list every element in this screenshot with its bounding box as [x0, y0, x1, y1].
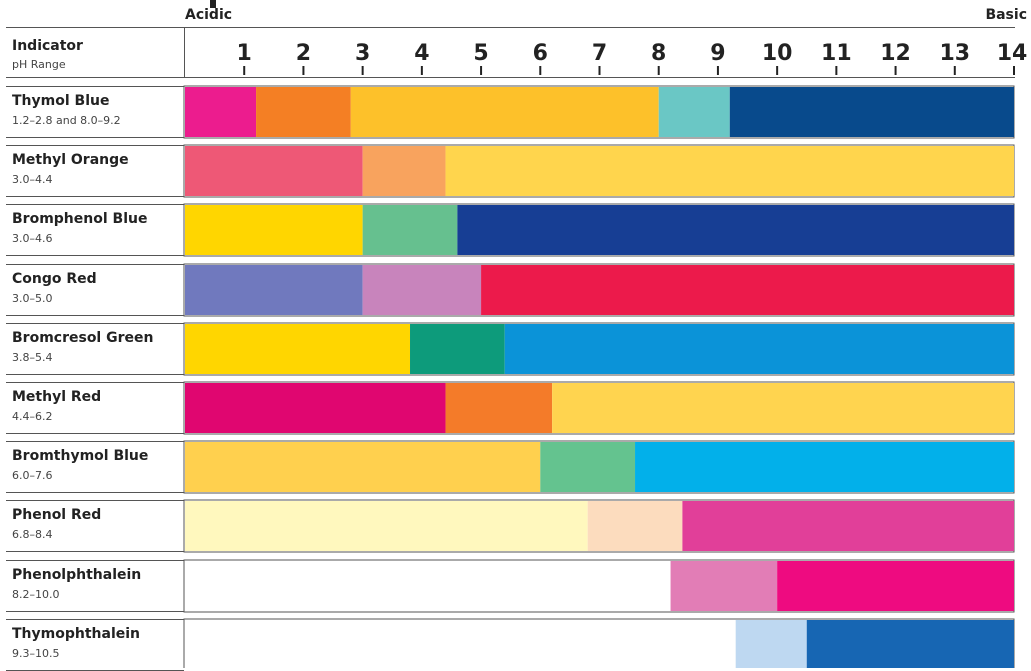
segment-bromcresol-green-2 [504, 324, 1014, 374]
segment-phenolphthalein-2 [777, 561, 1014, 611]
header-subtitle: pH Range [12, 58, 66, 71]
indicator-row-label: Bromcresol Green 3.8–5.4 [6, 323, 184, 375]
indicator-row-label: Methyl Red 4.4–6.2 [6, 382, 184, 434]
segment-thymophthalein-1 [735, 620, 807, 668]
tick-label-5: 5 [473, 41, 488, 66]
tick-label-13: 13 [939, 41, 970, 66]
segment-bromthymol-blue-1 [540, 442, 636, 492]
indicator-row-label: Bromthymol Blue 6.0–7.6 [6, 441, 184, 493]
segment-phenolphthalein-0 [185, 561, 671, 611]
indicator-name: Bromthymol Blue [12, 448, 149, 464]
tick-label-3: 3 [355, 41, 370, 66]
tick-label-1: 1 [237, 41, 252, 66]
indicator-name: Bromphenol Blue [12, 211, 148, 227]
segment-congo-red-1 [362, 265, 482, 315]
segment-phenol-red-2 [682, 501, 1014, 551]
ph-scale [184, 27, 1015, 78]
indicator-range: 3.0–4.4 [12, 173, 53, 186]
tick-label-6: 6 [533, 41, 548, 66]
indicator-row-label: Phenol Red 6.8–8.4 [6, 500, 184, 552]
segment-thymol-blue-0 [185, 87, 257, 137]
indicator-name: Thymol Blue [12, 93, 110, 109]
segment-phenol-red-1 [587, 501, 683, 551]
segment-methyl-red-2 [552, 383, 1014, 433]
indicator-row-label: Bromphenol Blue 3.0–4.6 [6, 204, 184, 256]
segment-phenolphthalein-1 [670, 561, 778, 611]
indicator-range: 6.0–7.6 [12, 469, 53, 482]
indicator-name: Thymophthalein [12, 626, 141, 642]
tick-label-8: 8 [651, 41, 666, 66]
tick-label-14: 14 [997, 41, 1028, 66]
indicator-row-label: Thymophthalein 9.3–10.5 [6, 619, 184, 671]
indicator-name: Methyl Orange [12, 152, 129, 168]
segment-methyl-red-0 [185, 383, 446, 433]
indicator-name: Phenol Red [12, 507, 102, 523]
indicator-range: 3.0–5.0 [12, 292, 53, 305]
segment-bromthymol-blue-2 [635, 442, 1014, 492]
indicator-name: Methyl Red [12, 389, 102, 405]
tick-label-7: 7 [592, 41, 607, 66]
segment-methyl-orange-0 [185, 146, 363, 196]
tick-label-10: 10 [762, 41, 793, 66]
indicator-name: Bromcresol Green [12, 330, 154, 346]
tick-label-4: 4 [414, 41, 429, 66]
indicator-range: 4.4–6.2 [12, 410, 53, 423]
segment-thymol-blue-4 [729, 87, 1014, 137]
segment-methyl-red-1 [445, 383, 553, 433]
header-cell: Indicator pH Range [6, 27, 184, 78]
segment-congo-red-0 [185, 265, 363, 315]
segment-thymophthalein-2 [806, 620, 1014, 668]
tick-label-9: 9 [710, 41, 725, 66]
indicator-range: 3.8–5.4 [12, 351, 53, 364]
segment-bromphenol-blue-0 [185, 205, 363, 255]
indicator-range: 1.2–2.8 and 8.0–9.2 [12, 114, 121, 127]
segment-bromcresol-green-1 [410, 324, 505, 374]
indicator-range: 3.0–4.6 [12, 232, 53, 245]
segment-thymol-blue-3 [658, 87, 730, 137]
indicator-range: 8.2–10.0 [12, 588, 60, 601]
tick-label-11: 11 [821, 41, 852, 66]
segment-bromcresol-green-0 [185, 324, 411, 374]
segment-phenol-red-0 [185, 501, 588, 551]
basic-label: Basic [985, 7, 1027, 23]
segment-thymol-blue-2 [350, 87, 659, 137]
indicator-range: 9.3–10.5 [12, 647, 60, 660]
header-title: Indicator [12, 38, 83, 54]
indicator-range: 6.8–8.4 [12, 528, 53, 541]
segment-methyl-orange-2 [445, 146, 1014, 196]
indicator-row-label: Methyl Orange 3.0–4.4 [6, 145, 184, 197]
segment-congo-red-2 [481, 265, 1015, 315]
segment-bromphenol-blue-1 [362, 205, 458, 255]
segment-thymophthalein-0 [185, 620, 736, 668]
indicator-row-label: Congo Red 3.0–5.0 [6, 264, 184, 316]
acidic-label: Acidic [185, 7, 233, 23]
segment-thymol-blue-1 [256, 87, 351, 137]
tick-label-12: 12 [880, 41, 911, 66]
top-edge-mark [210, 0, 216, 8]
indicator-name: Congo Red [12, 271, 97, 287]
tick-label-2: 2 [296, 41, 311, 66]
indicator-row-label: Phenolphthalein 8.2–10.0 [6, 560, 184, 612]
segment-methyl-orange-1 [362, 146, 446, 196]
segment-bromphenol-blue-2 [457, 205, 1014, 255]
segment-bromthymol-blue-0 [185, 442, 541, 492]
indicator-row-label: Thymol Blue 1.2–2.8 and 8.0–9.2 [6, 86, 184, 138]
indicator-name: Phenolphthalein [12, 567, 142, 583]
